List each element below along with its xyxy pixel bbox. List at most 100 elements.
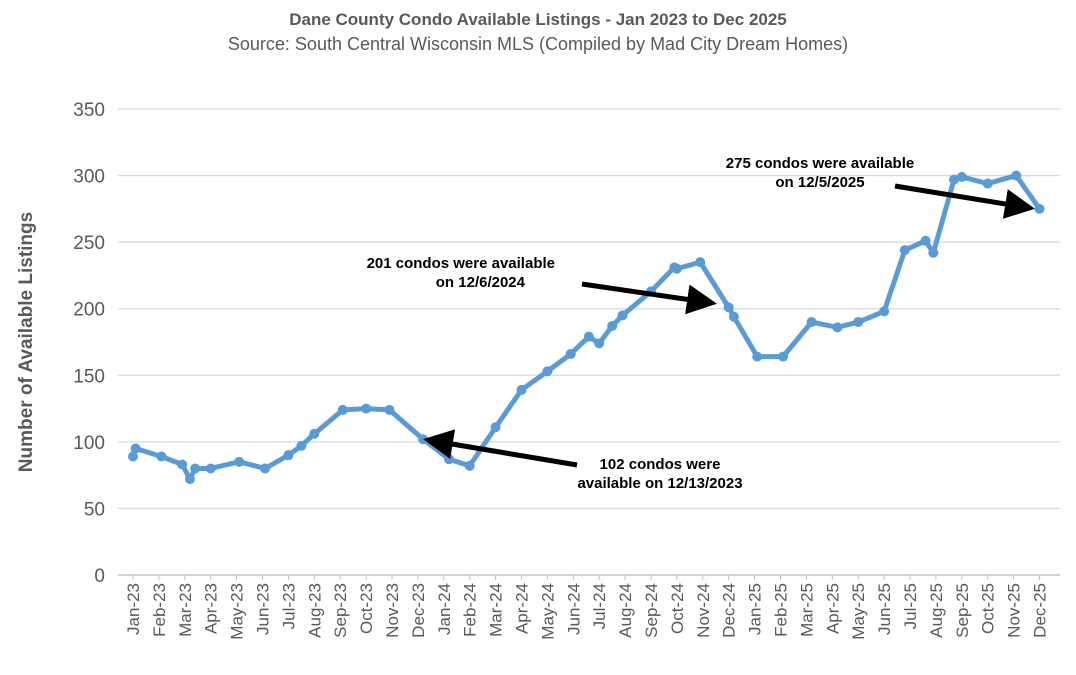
x-tick-label: Feb-25 (772, 583, 791, 637)
y-tick-label: 350 (73, 100, 105, 121)
y-tick-label: 100 (73, 433, 105, 454)
data-point (283, 450, 294, 461)
x-tick-label: Jul-24 (590, 583, 609, 629)
x-tick-label: Aug-25 (927, 583, 946, 638)
x-tick-label: Jun-24 (564, 583, 583, 635)
x-tick-label: Jan-23 (124, 583, 143, 635)
annotation-text: on 12/5/2025 (775, 174, 864, 191)
x-tick-label: Apr-25 (823, 583, 842, 634)
x-tick-label: Feb-24 (461, 583, 480, 637)
data-point (949, 174, 960, 185)
x-tick-label: Jul-23 (279, 583, 298, 629)
annotation-arrow (894, 183, 1035, 219)
data-point (671, 263, 682, 274)
x-tick-label: Jan-25 (746, 583, 765, 635)
x-tick-label: Feb-23 (150, 583, 169, 637)
data-point (982, 178, 993, 189)
data-point (337, 404, 348, 415)
data-point (296, 440, 307, 451)
x-tick-label: Mar-24 (487, 583, 506, 637)
x-tick-label: May-23 (228, 583, 247, 640)
x-tick-label: Nov-24 (694, 583, 713, 638)
x-tick-label: Oct-24 (668, 583, 687, 634)
y-tick-label: 0 (94, 566, 105, 587)
annotation-text: 275 condos were available (726, 155, 914, 172)
data-point (607, 321, 618, 332)
data-point (1034, 203, 1045, 214)
x-tick-label: May-25 (849, 583, 868, 640)
x-tick-label: Dec-25 (1031, 583, 1050, 638)
data-point (723, 302, 734, 313)
x-tick-label: Apr-24 (513, 583, 532, 634)
y-tick-label: 300 (73, 167, 105, 188)
x-tick-label: Dec-23 (409, 583, 428, 638)
data-point (309, 428, 320, 439)
x-tick-label: Sep-24 (642, 583, 661, 638)
x-tick-label: Aug-23 (305, 583, 324, 638)
annotation-text: on 12/6/2024 (436, 274, 526, 291)
data-point (260, 463, 271, 474)
data-point (361, 403, 372, 414)
data-point (542, 366, 553, 377)
chart-title: Dane County Condo Available Listings - J… (289, 10, 787, 29)
data-point (464, 460, 475, 471)
data-point (695, 257, 706, 268)
data-point (128, 451, 138, 462)
x-tick-label: Sep-25 (953, 583, 972, 638)
x-tick-label: Sep-23 (331, 583, 350, 638)
x-tick-label: Dec-24 (720, 583, 739, 638)
data-point (853, 317, 864, 328)
data-point (418, 434, 429, 445)
y-tick-label: 50 (84, 499, 105, 520)
x-tick-label: Jun-23 (254, 583, 273, 635)
data-point (234, 456, 245, 467)
data-point (806, 317, 817, 328)
data-point (899, 245, 910, 256)
series-line (130, 173, 1042, 482)
y-axis-label: Number of Available Listings (16, 212, 37, 472)
x-tick-label: Nov-25 (1005, 583, 1024, 638)
annotation-text: 102 condos were (600, 456, 721, 473)
data-point (832, 322, 843, 333)
data-point (1011, 170, 1022, 181)
data-point (205, 463, 216, 474)
y-tick-label: 250 (73, 233, 105, 254)
x-tick-label: Oct-23 (357, 583, 376, 634)
x-tick-label: Jun-25 (875, 583, 894, 635)
annotation-text: available on 12/13/2023 (577, 475, 742, 492)
y-tick-label: 150 (73, 366, 105, 387)
chart-subtitle: Source: South Central Wisconsin MLS (Com… (227, 34, 849, 54)
data-point (130, 443, 141, 454)
x-tick-label: Nov-23 (383, 583, 402, 638)
data-point (490, 422, 501, 433)
data-point (879, 306, 890, 317)
data-point (617, 310, 628, 321)
x-tick-label: Oct-25 (979, 583, 998, 634)
data-point (956, 171, 967, 182)
data-point (516, 384, 527, 395)
x-tick-label: Aug-24 (616, 583, 635, 638)
data-point (778, 351, 789, 362)
x-tick-label: Mar-23 (176, 583, 195, 637)
data-point (594, 338, 605, 349)
x-tick-label: Apr-23 (202, 583, 221, 634)
data-point (177, 459, 188, 470)
data-point (728, 311, 739, 322)
data-point (928, 247, 939, 258)
data-point (190, 463, 201, 474)
y-tick-label: 200 (73, 300, 105, 321)
data-point (752, 351, 763, 362)
x-tick-label: Jul-25 (901, 583, 920, 629)
data-point (565, 348, 576, 359)
x-tick-label: Jan-24 (435, 583, 454, 635)
x-tick-label: May-24 (538, 583, 557, 640)
data-point (384, 404, 395, 415)
annotation-text: 201 condos were available (367, 255, 555, 272)
annotation-arrow (423, 429, 578, 468)
data-point (920, 235, 931, 246)
x-tick-label: Mar-25 (797, 583, 816, 637)
data-point (583, 331, 594, 342)
data-point (443, 454, 454, 465)
